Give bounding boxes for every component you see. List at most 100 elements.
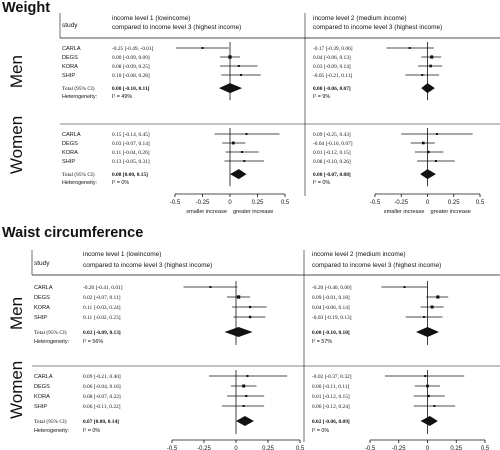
x-tick-label: 0 bbox=[228, 200, 232, 206]
effect-estimate: 0.04 [-0.06, 0.13] bbox=[313, 55, 351, 61]
header-col1-line1: income level 1 (lowincome) bbox=[112, 15, 190, 22]
study-name: KORA bbox=[34, 305, 50, 311]
point-estimate bbox=[435, 133, 438, 135]
point-estimate bbox=[429, 64, 432, 68]
effect-estimate: 0.09 [-0.25, 0.43] bbox=[313, 132, 351, 138]
study-name: SHIP bbox=[34, 315, 47, 321]
pooled-diamond bbox=[416, 327, 439, 337]
heterogeneity-value: I² = 0% bbox=[312, 428, 329, 434]
point-estimate bbox=[242, 384, 246, 388]
total-label: Total (95% CI) bbox=[62, 171, 95, 178]
group-label-men: Men bbox=[7, 55, 26, 88]
heterogeneity-value: I² = 57% bbox=[312, 339, 332, 345]
x-tick-label: -0.5 bbox=[167, 446, 178, 450]
point-estimate bbox=[403, 286, 406, 288]
axis-label-right: greater increase bbox=[233, 209, 273, 215]
study-name: DEGS bbox=[62, 141, 78, 147]
point-estimate bbox=[242, 405, 245, 407]
effect-estimate: -0.20 [-0.40, 0.00] bbox=[312, 285, 352, 291]
study-name: KORA bbox=[62, 150, 78, 156]
x-tick-label: 0.25 bbox=[252, 200, 264, 206]
effect-estimate: 0.01 [-0.12, 0.15] bbox=[312, 394, 350, 400]
point-estimate bbox=[241, 151, 244, 153]
effect-estimate: 0.06 [-0.04, 0.16] bbox=[83, 384, 121, 390]
x-tick-label: -0.5 bbox=[365, 446, 376, 450]
point-estimate bbox=[408, 47, 411, 49]
effect-estimate: 0.00 [-0.09, 0.09] bbox=[112, 55, 150, 61]
effect-estimate: 0.08 [-0.07, 0.22] bbox=[83, 394, 121, 400]
x-tick-label: 0.25 bbox=[450, 446, 462, 450]
x-tick-label: 0 bbox=[426, 200, 430, 206]
point-estimate bbox=[201, 47, 204, 49]
study-name: KORA bbox=[34, 394, 50, 400]
axis-label-left: smaller increase bbox=[384, 209, 425, 215]
point-estimate bbox=[427, 150, 430, 154]
point-estimate bbox=[423, 316, 426, 318]
header-study: study bbox=[34, 260, 50, 267]
effect-estimate: -0.25 [-0.49, -0.01] bbox=[112, 46, 154, 52]
x-tick-label: 0.5 bbox=[481, 446, 490, 450]
point-estimate bbox=[248, 305, 252, 309]
effect-estimate: 0.09 [-0.21, 0.40] bbox=[83, 374, 121, 380]
heterogeneity-value: I² = 56% bbox=[83, 339, 103, 345]
effect-estimate: -0.20 [-0.41, 0.01] bbox=[83, 285, 123, 291]
heterogeneity-value: I² = 0% bbox=[313, 180, 330, 186]
header-col1-line1: income level 1 (lowincome) bbox=[83, 251, 161, 258]
pooled-diamond bbox=[420, 169, 436, 180]
effect-estimate: 0.03 [-0.07, 0.14] bbox=[112, 141, 150, 147]
header-col2-line2: compared to income level 3 (highest inco… bbox=[312, 262, 441, 269]
header-col1-line2: compared to income level 3 (highest inco… bbox=[112, 24, 241, 31]
group-label-men: Men bbox=[7, 297, 26, 330]
study-name: KORA bbox=[62, 64, 78, 70]
total-estimate: 0.00 [-0.07, 0.08] bbox=[313, 172, 351, 178]
total-label: Total (95% CI) bbox=[62, 85, 95, 92]
effect-estimate: 0.08 [-0.09, 0.25] bbox=[112, 64, 150, 70]
x-tick-label: 0.5 bbox=[476, 200, 485, 206]
point-estimate bbox=[421, 74, 424, 76]
point-estimate bbox=[427, 394, 430, 398]
heterogeneity-label: Heterogeneity: bbox=[34, 428, 69, 434]
effect-estimate: 0.11 [-0.04, 0.26] bbox=[112, 150, 150, 156]
point-estimate bbox=[245, 133, 248, 135]
point-estimate bbox=[231, 141, 235, 145]
x-tick-label: -0.5 bbox=[170, 200, 181, 206]
pooled-diamond bbox=[224, 327, 253, 337]
effect-estimate: 0.10 [-0.08, 0.28] bbox=[112, 73, 150, 79]
x-tick-label: 0.25 bbox=[262, 446, 274, 450]
point-estimate bbox=[246, 375, 249, 377]
heterogeneity-value: I² = 0% bbox=[83, 428, 100, 434]
point-estimate bbox=[237, 65, 240, 67]
point-estimate bbox=[433, 405, 436, 407]
effect-estimate: -0.05 [-0.21, 0.11] bbox=[313, 73, 353, 79]
study-name: CARLA bbox=[34, 285, 53, 291]
total-estimate: 0.02 [-0.09, 0.13] bbox=[83, 330, 121, 336]
x-tick-label: 0 bbox=[234, 446, 238, 450]
effect-estimate: 0.08 [-0.10, 0.26] bbox=[313, 159, 351, 165]
study-name: CARLA bbox=[62, 132, 81, 138]
study-name: SHIP bbox=[62, 73, 75, 79]
effect-estimate: -0.03 [-0.19, 0.13] bbox=[312, 315, 352, 321]
effect-estimate: 0.06 [-0.11, 0.22] bbox=[83, 404, 121, 410]
point-estimate bbox=[236, 295, 241, 299]
point-estimate bbox=[430, 55, 434, 59]
total-estimate: 0.07 [0.00, 0.14] bbox=[83, 419, 119, 425]
point-estimate bbox=[243, 160, 246, 162]
heterogeneity-value: I² = 9% bbox=[313, 94, 330, 100]
total-estimate: 0.00 [-0.06, 0.07] bbox=[313, 86, 351, 92]
effect-estimate: 0.09 [-0.01, 0.18] bbox=[312, 295, 350, 301]
study-name: CARLA bbox=[62, 46, 81, 52]
study-name: SHIP bbox=[62, 159, 75, 165]
x-tick-label: 0.25 bbox=[448, 200, 460, 206]
total-label: Total (95% CI) bbox=[34, 329, 67, 336]
x-tick-label: -0.25 bbox=[394, 200, 408, 206]
total-label: Total (95% CI) bbox=[34, 418, 67, 425]
point-estimate bbox=[434, 160, 437, 162]
study-name: DEGS bbox=[34, 295, 50, 301]
point-estimate bbox=[240, 74, 242, 76]
point-estimate bbox=[209, 286, 212, 288]
header-col1-line2: compared to income level 3 (highest inco… bbox=[83, 262, 212, 269]
effect-estimate: 0.06 [-0.12, 0.24] bbox=[312, 404, 350, 410]
effect-estimate: -0.02 [-0.37, 0.32] bbox=[312, 374, 352, 380]
effect-estimate: 0.15 [-0.14, 0.45] bbox=[112, 132, 150, 138]
